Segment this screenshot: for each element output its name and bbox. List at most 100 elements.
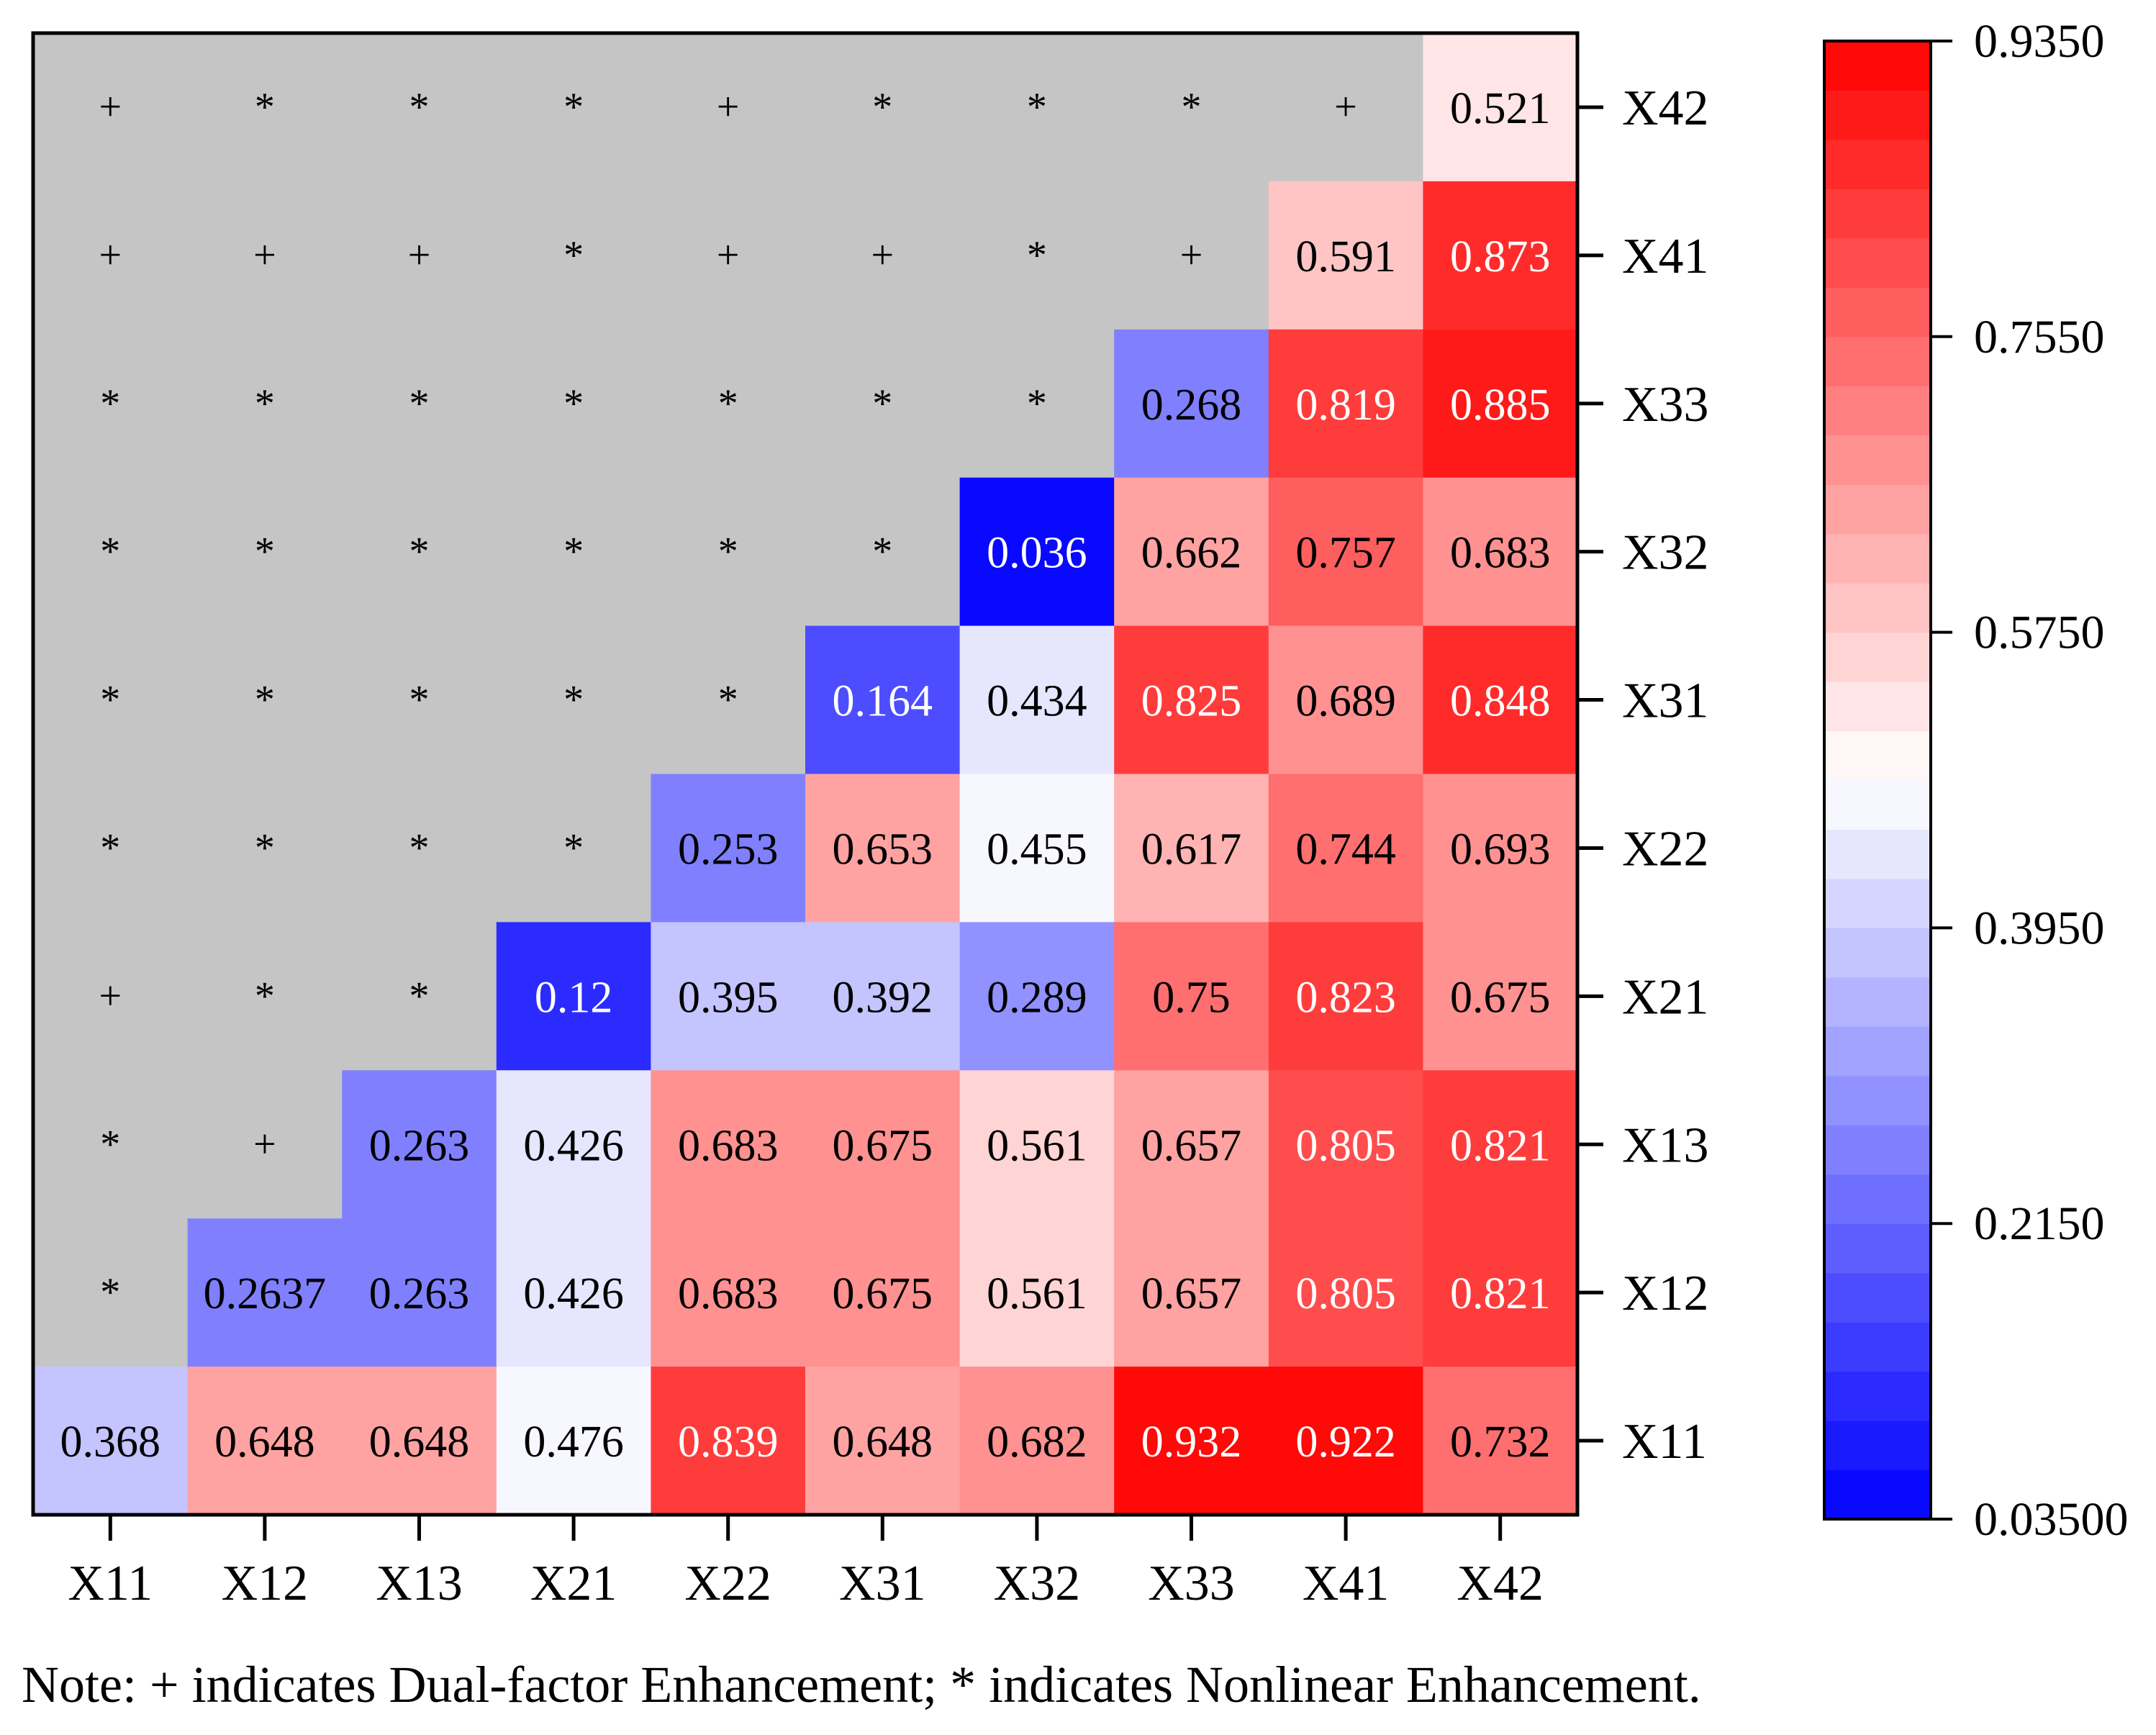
heatmap-cell <box>959 181 1115 330</box>
heatmap-cell <box>187 922 343 1071</box>
heatmap-cell <box>496 329 651 479</box>
heatmap-cell <box>1423 1367 1578 1516</box>
cell-value-label: 0.805 <box>1295 1121 1396 1170</box>
cell-value-label: 0.2637 <box>204 1269 327 1318</box>
cell-symbol-label: * <box>872 85 892 130</box>
heatmap-cell <box>805 33 961 182</box>
cell-value-label: 0.693 <box>1450 825 1551 874</box>
colorbar-segment <box>1824 1026 1931 1077</box>
heatmap-cell <box>1268 625 1423 775</box>
cell-symbol-label: * <box>255 381 275 426</box>
cell-value-label: 0.263 <box>369 1269 470 1318</box>
heatmap-cell <box>342 33 497 182</box>
cell-symbol-label: * <box>255 530 275 574</box>
heatmap-cell <box>959 329 1115 479</box>
colorbar-frame <box>1823 40 1932 1521</box>
y-tick-label: X42 <box>1622 81 1709 136</box>
heatmap-cell <box>959 33 1115 182</box>
cell-value-label: 0.683 <box>678 1269 779 1318</box>
heatmap-cell <box>1114 33 1269 182</box>
cell-value-label: 0.825 <box>1141 677 1242 726</box>
cell-value-label: 0.922 <box>1295 1418 1396 1467</box>
cell-symbol-label: * <box>255 825 275 870</box>
cell-value-label: 0.848 <box>1450 677 1551 726</box>
heatmap-cell <box>1268 1070 1423 1219</box>
cell-value-label: 0.821 <box>1450 1269 1551 1318</box>
colorbar-segment <box>1824 336 1931 386</box>
cell-symbol-label: + <box>871 233 894 278</box>
heatmap-cell <box>959 477 1115 627</box>
cell-value-label: 0.823 <box>1295 973 1396 1022</box>
heatmap-cell <box>805 625 961 775</box>
cell-symbol-label: * <box>409 85 430 130</box>
cell-value-label: 0.819 <box>1295 381 1396 430</box>
y-tick-label: X32 <box>1622 525 1709 581</box>
colorbar-segment <box>1824 533 1931 584</box>
heatmap-cell <box>1268 922 1423 1071</box>
cell-value-label: 0.75 <box>1152 973 1231 1022</box>
heatmap-cell <box>33 477 189 627</box>
heatmap-cell <box>1268 33 1423 182</box>
heatmap-cell <box>1114 1218 1269 1367</box>
x-tick-label: X13 <box>376 1556 463 1611</box>
colorbar-segment <box>1824 977 1931 1027</box>
cell-symbol-label: * <box>872 530 892 574</box>
heatmap-cell <box>1114 1070 1269 1219</box>
heatmap-cell <box>496 33 651 182</box>
cell-value-label: 0.476 <box>523 1418 624 1467</box>
heatmap-cell <box>342 1070 497 1219</box>
cell-symbol-label: + <box>253 233 276 278</box>
colorbar-segment <box>1824 435 1931 485</box>
x-tick-label: X21 <box>530 1556 617 1611</box>
heatmap-cell <box>1423 1070 1578 1219</box>
cell-value-label: 0.164 <box>833 677 933 726</box>
heatmap-cell <box>33 1367 189 1516</box>
heatmap-cell <box>187 329 343 479</box>
cell-value-label: 0.839 <box>678 1418 779 1467</box>
cell-symbol-label: * <box>100 678 120 722</box>
cell-value-label: 0.426 <box>523 1269 624 1318</box>
cell-value-label: 0.757 <box>1295 529 1396 578</box>
cell-symbol-label: + <box>99 974 122 1018</box>
x-tick-label: X33 <box>1148 1556 1235 1611</box>
cell-symbol-label: * <box>872 381 892 426</box>
cell-value-label: 0.683 <box>1450 529 1551 578</box>
heatmap-cell <box>959 625 1115 775</box>
colorbar-segment <box>1824 878 1931 928</box>
cell-value-label: 0.821 <box>1450 1121 1551 1170</box>
heatmap-cell <box>959 1070 1115 1219</box>
x-tick-label: X11 <box>68 1556 153 1611</box>
cell-symbol-label: * <box>563 233 584 278</box>
cell-value-label: 0.657 <box>1141 1121 1242 1170</box>
heatmap-cell <box>187 1070 343 1219</box>
cell-value-label: 0.289 <box>987 973 1087 1022</box>
y-tick-label: X12 <box>1622 1266 1709 1321</box>
heatmap-cell <box>959 1218 1115 1367</box>
cell-value-label: 0.675 <box>833 1121 933 1170</box>
colorbar-segment <box>1824 189 1931 239</box>
heatmap-cell <box>1114 774 1269 923</box>
cell-symbol-label: * <box>409 825 430 870</box>
x-tick-label: X32 <box>994 1556 1081 1611</box>
cell-value-label: 0.561 <box>987 1269 1087 1318</box>
heatmap-cell <box>1268 477 1423 627</box>
heatmap-cell <box>187 625 343 775</box>
heatmap-cell <box>805 1218 961 1367</box>
heatmap-cell <box>496 1070 651 1219</box>
x-tick-label: X41 <box>1303 1556 1390 1611</box>
colorbar-segment <box>1824 583 1931 633</box>
colorbar-segment <box>1824 1223 1931 1274</box>
colorbar-tick-label: 0.9350 <box>1974 15 2105 68</box>
heatmap-cell <box>33 922 189 1071</box>
colorbar-segment <box>1824 829 1931 879</box>
heatmap-cell <box>33 1218 189 1367</box>
heatmap-cell <box>496 477 651 627</box>
heatmap-cell <box>496 1218 651 1367</box>
cell-symbol-label: + <box>1180 233 1203 278</box>
cell-symbol-label: * <box>100 530 120 574</box>
heatmap-cell <box>1268 1367 1423 1516</box>
colorbar-segment <box>1824 1322 1931 1372</box>
cell-value-label: 0.455 <box>987 825 1087 874</box>
heatmap-cell <box>1114 477 1269 627</box>
colorbar-segment <box>1824 90 1931 140</box>
